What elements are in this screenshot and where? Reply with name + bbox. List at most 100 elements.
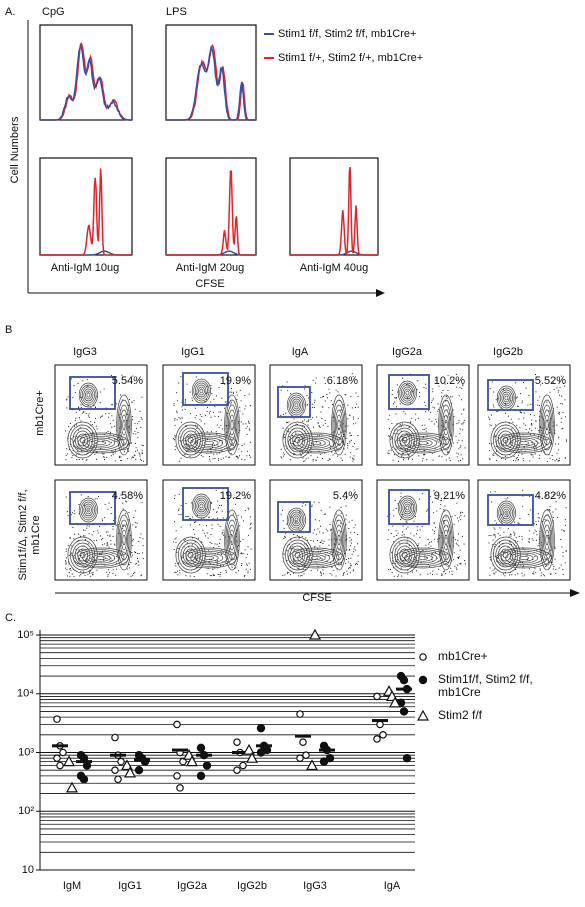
event-dot (82, 443, 84, 445)
event-dot (395, 560, 396, 562)
event-dot (537, 437, 539, 439)
event-dot (432, 556, 434, 558)
event-dot (201, 542, 203, 543)
event-dot (78, 452, 80, 454)
event-dot (489, 574, 491, 576)
contour (116, 509, 132, 571)
event-dot (499, 527, 501, 529)
event-dot (306, 450, 308, 452)
event-dot (432, 406, 434, 408)
event-dot (400, 430, 402, 432)
event-dot (323, 396, 324, 397)
event-dot (417, 417, 419, 419)
event-dot (216, 453, 218, 455)
event-dot (459, 563, 461, 565)
event-dot (557, 449, 559, 451)
event-dot (187, 436, 189, 438)
event-dot (130, 575, 132, 577)
event-dot (87, 574, 89, 576)
event-dot (462, 423, 464, 425)
event-dot (280, 513, 282, 515)
event-dot (510, 535, 512, 537)
event-dot (220, 565, 222, 567)
event-dot (234, 503, 236, 505)
contour (122, 419, 126, 431)
event-dot (419, 574, 421, 576)
event-dot (221, 510, 223, 512)
event-dot (92, 566, 94, 567)
event-dot (301, 452, 303, 454)
event-dot (286, 560, 288, 562)
event-dot (206, 431, 208, 433)
event-dot (332, 404, 333, 405)
event-dot (536, 550, 538, 552)
event-dot (406, 452, 408, 454)
event-dot (188, 515, 190, 517)
event-dot (244, 549, 246, 551)
event-dot (184, 399, 186, 401)
contour (175, 421, 206, 459)
event-dot (179, 436, 181, 438)
event-dot (70, 569, 72, 571)
event-dot (418, 396, 420, 398)
event-dot (546, 401, 548, 403)
event-dot (321, 406, 323, 408)
event-dot (352, 458, 354, 460)
event-dot (105, 432, 107, 434)
event-dot (221, 549, 223, 551)
event-dot (400, 496, 402, 498)
event-dot (284, 437, 285, 439)
event-dot (108, 546, 110, 548)
event-dot (109, 534, 111, 536)
event-dot (492, 534, 494, 536)
event-dot (299, 511, 301, 513)
event-dot (237, 514, 239, 516)
event-dot (441, 500, 442, 502)
event-dot (228, 450, 230, 452)
event-dot (354, 546, 356, 548)
event-dot (433, 423, 435, 425)
event-dot (94, 421, 96, 423)
event-dot (389, 414, 391, 416)
event-dot (125, 513, 127, 515)
event-dot (286, 448, 288, 450)
event-dot (128, 529, 130, 531)
event-dot (243, 575, 245, 577)
event-dot (429, 495, 431, 497)
event-dot (311, 417, 313, 419)
event-dot (410, 532, 412, 534)
event-dot (115, 562, 117, 564)
event-dot (431, 399, 433, 401)
event-dot (451, 402, 453, 404)
event-dot (219, 538, 221, 540)
event-dot (342, 423, 344, 425)
contour (440, 519, 452, 561)
event-dot (286, 571, 288, 573)
event-dot (290, 517, 292, 518)
event-dot (125, 413, 127, 415)
event-dot (423, 387, 425, 388)
event-dot (184, 408, 186, 410)
event-dot (79, 409, 81, 411)
event-dot (462, 429, 464, 431)
event-dot (517, 522, 519, 524)
event-dot (561, 395, 563, 397)
event-dot (139, 453, 141, 455)
event-dot (87, 445, 89, 447)
event-dot (565, 439, 567, 441)
event-dot (558, 460, 560, 462)
event-dot (556, 424, 558, 426)
contour (502, 393, 510, 403)
event-dot (101, 539, 102, 541)
event-dot (446, 409, 448, 411)
event-dot (344, 413, 346, 415)
contour-plot (280, 489, 359, 577)
event-dot (518, 451, 520, 453)
event-dot (181, 409, 183, 411)
event-dot (286, 430, 288, 432)
event-dot (191, 397, 193, 399)
event-dot (228, 536, 230, 538)
event-dot (353, 551, 355, 553)
event-dot (548, 561, 550, 563)
event-dot (493, 527, 495, 529)
